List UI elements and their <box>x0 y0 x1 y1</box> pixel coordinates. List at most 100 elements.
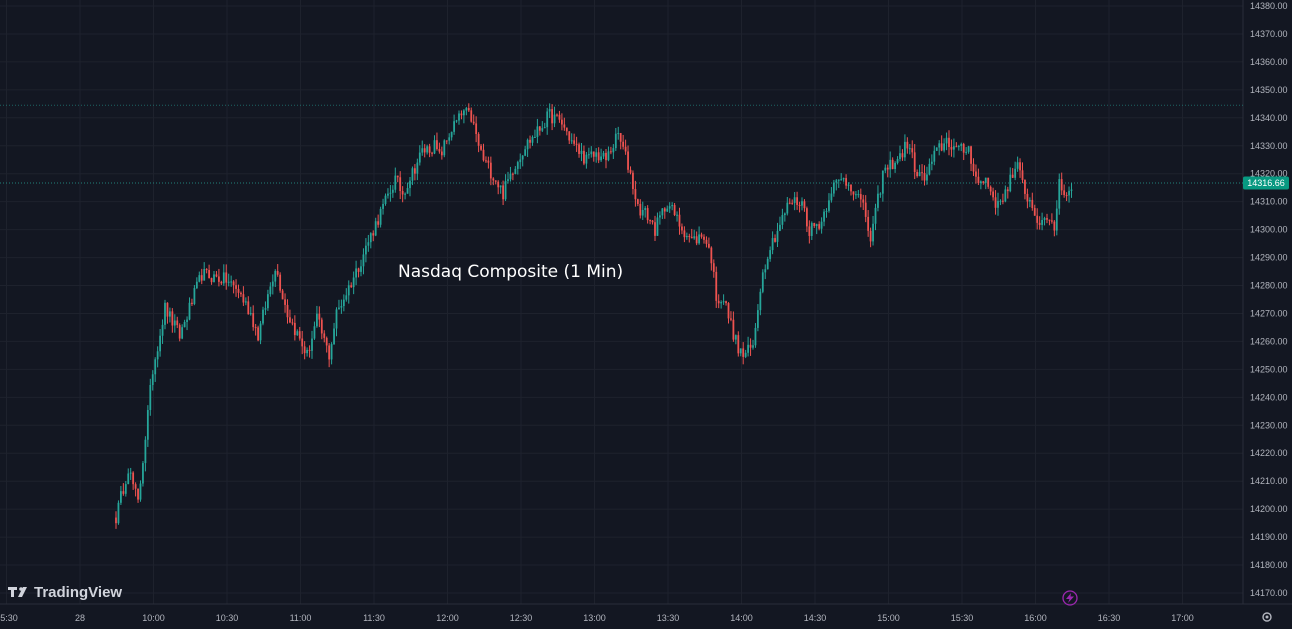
candle <box>690 228 693 239</box>
y-tick-label: 14210.00 <box>1250 476 1288 486</box>
candle <box>857 189 860 198</box>
candle <box>171 308 174 333</box>
candle <box>815 223 818 235</box>
candle <box>124 480 127 497</box>
candle <box>997 192 999 216</box>
candle <box>926 166 928 185</box>
candle <box>120 485 122 505</box>
candle <box>369 232 372 249</box>
candle <box>186 316 188 331</box>
candle <box>502 180 504 206</box>
candle <box>744 349 747 359</box>
candle <box>982 180 985 185</box>
candle <box>943 138 945 153</box>
candle <box>646 205 649 224</box>
candle <box>612 144 615 159</box>
candle <box>867 210 870 237</box>
candle <box>1033 204 1036 216</box>
candle <box>151 370 154 391</box>
candle <box>788 198 791 205</box>
candle <box>761 269 764 294</box>
candle <box>837 179 840 188</box>
x-tick-label: 14:30 <box>804 613 827 623</box>
candle <box>264 301 267 316</box>
gear-icon[interactable] <box>1262 612 1272 622</box>
candle <box>700 232 703 239</box>
y-tick-label: 14240.00 <box>1250 392 1288 402</box>
candle <box>487 156 490 169</box>
candle <box>955 142 958 148</box>
candle <box>712 259 715 278</box>
candle <box>796 191 798 210</box>
candle <box>561 113 563 131</box>
candle <box>1016 156 1019 172</box>
candle <box>806 206 808 233</box>
candle <box>249 306 252 316</box>
candle <box>634 180 637 207</box>
candle <box>453 114 455 135</box>
candle <box>957 144 960 151</box>
candle <box>355 260 357 286</box>
candle <box>852 191 855 201</box>
candle <box>492 177 495 186</box>
candle <box>624 139 627 155</box>
candle <box>115 511 117 529</box>
candle <box>431 151 433 157</box>
candle <box>227 273 230 287</box>
candles <box>115 103 1073 529</box>
lightning-icon[interactable] <box>1062 590 1078 606</box>
candle <box>695 231 698 246</box>
candle <box>908 143 911 155</box>
candle <box>382 198 384 215</box>
candle <box>1014 161 1017 181</box>
tradingview-logo[interactable]: TradingView <box>8 584 122 601</box>
candle <box>325 336 328 353</box>
candle <box>894 161 896 173</box>
x-tick-label: 13:00 <box>583 613 606 623</box>
candle <box>281 288 284 300</box>
candle <box>509 166 512 182</box>
candle <box>543 122 546 129</box>
candle <box>1058 173 1061 215</box>
candle <box>531 135 534 146</box>
candle <box>832 179 835 197</box>
candle <box>538 126 541 136</box>
candle <box>673 202 676 217</box>
candle <box>629 166 632 175</box>
candle <box>573 133 576 146</box>
y-tick-label: 14200.00 <box>1250 504 1288 514</box>
candle <box>979 180 982 190</box>
candle <box>132 471 135 490</box>
candle <box>426 144 429 155</box>
candle <box>786 196 789 216</box>
candle <box>252 305 255 331</box>
candle <box>389 184 392 202</box>
x-axis-ticks[interactable]: 15:30 28 10:00 10:30 11:00 11:30 12:00 12:30 13:… <box>0 613 1194 623</box>
candle <box>918 164 921 177</box>
y-tick-label: 14270.00 <box>1250 308 1288 318</box>
candle <box>825 208 828 218</box>
candle <box>597 147 600 164</box>
candle <box>436 132 438 151</box>
candle <box>999 199 1002 206</box>
candle <box>975 164 977 184</box>
candle <box>534 129 536 138</box>
candle <box>274 269 277 288</box>
y-axis-ticks[interactable]: 14380.00 14370.00 14360.00 14350.00 14340.00… <box>1250 1 1288 598</box>
candle <box>749 338 752 356</box>
chart-title: Nasdaq Composite (1 Min) <box>398 262 623 282</box>
candle <box>301 330 304 355</box>
candle <box>600 148 602 162</box>
candle <box>333 322 335 345</box>
candle <box>472 114 475 126</box>
candle <box>183 319 186 328</box>
candle <box>595 148 598 163</box>
candle <box>823 209 825 227</box>
candle <box>693 229 696 240</box>
candle <box>913 144 916 180</box>
candle <box>438 142 441 154</box>
candle <box>291 318 294 326</box>
candle <box>930 154 933 171</box>
